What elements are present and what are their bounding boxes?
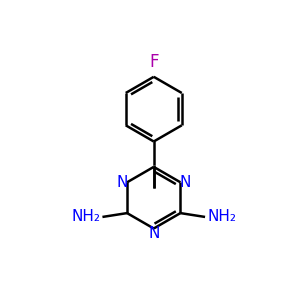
Text: N: N — [117, 175, 128, 190]
Text: NH₂: NH₂ — [207, 209, 236, 224]
Text: N: N — [148, 226, 159, 241]
Text: NH₂: NH₂ — [71, 209, 100, 224]
Text: N: N — [179, 175, 191, 190]
Text: F: F — [149, 53, 158, 70]
